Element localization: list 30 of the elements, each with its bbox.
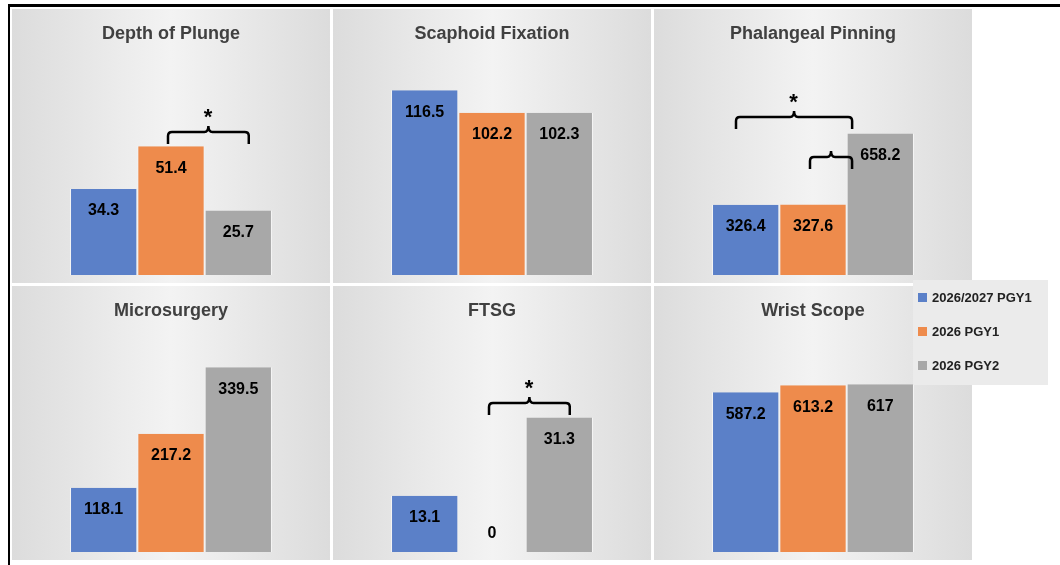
text: * [524, 375, 534, 402]
data-label: 326.4 [725, 217, 766, 235]
data-label: 339.5 [218, 379, 259, 397]
data-label: 327.6 [792, 217, 834, 235]
data-label: 31.3 [543, 429, 575, 447]
data-label: 34.3 [88, 201, 120, 219]
chart-title: Depth of Plunge [102, 22, 240, 43]
legend-label: 2026 PGY2 [931, 356, 1001, 375]
chart-title: Scaphoid Fixation [414, 22, 570, 43]
data-label: 102.3 [539, 125, 580, 143]
data-label: 0 [487, 524, 497, 542]
data-label: 617 [866, 396, 894, 414]
chart-title: Phalangeal Pinning [729, 22, 897, 43]
chart-title: Wrist Scope [761, 299, 865, 320]
text: * [203, 104, 213, 131]
data-label: 613.2 [792, 397, 834, 415]
data-label: 587.2 [725, 404, 766, 422]
legend-label: 2026 PGY1 [931, 322, 1001, 341]
chart-title: Microsurgery [113, 299, 229, 320]
text: * [789, 88, 798, 115]
data-label: 118.1 [84, 500, 124, 518]
data-label: 102.2 [471, 125, 513, 143]
data-label: 25.7 [222, 222, 254, 240]
data-label: 116.5 [405, 102, 445, 120]
chart-title: FTSG [468, 299, 516, 320]
data-label: 51.4 [155, 158, 187, 176]
data-label: 217.2 [150, 446, 192, 464]
legend-label: 2026/2027 PGY1 [931, 288, 1033, 307]
data-label: 658.2 [860, 145, 901, 163]
data-label: 13.1 [409, 508, 441, 526]
